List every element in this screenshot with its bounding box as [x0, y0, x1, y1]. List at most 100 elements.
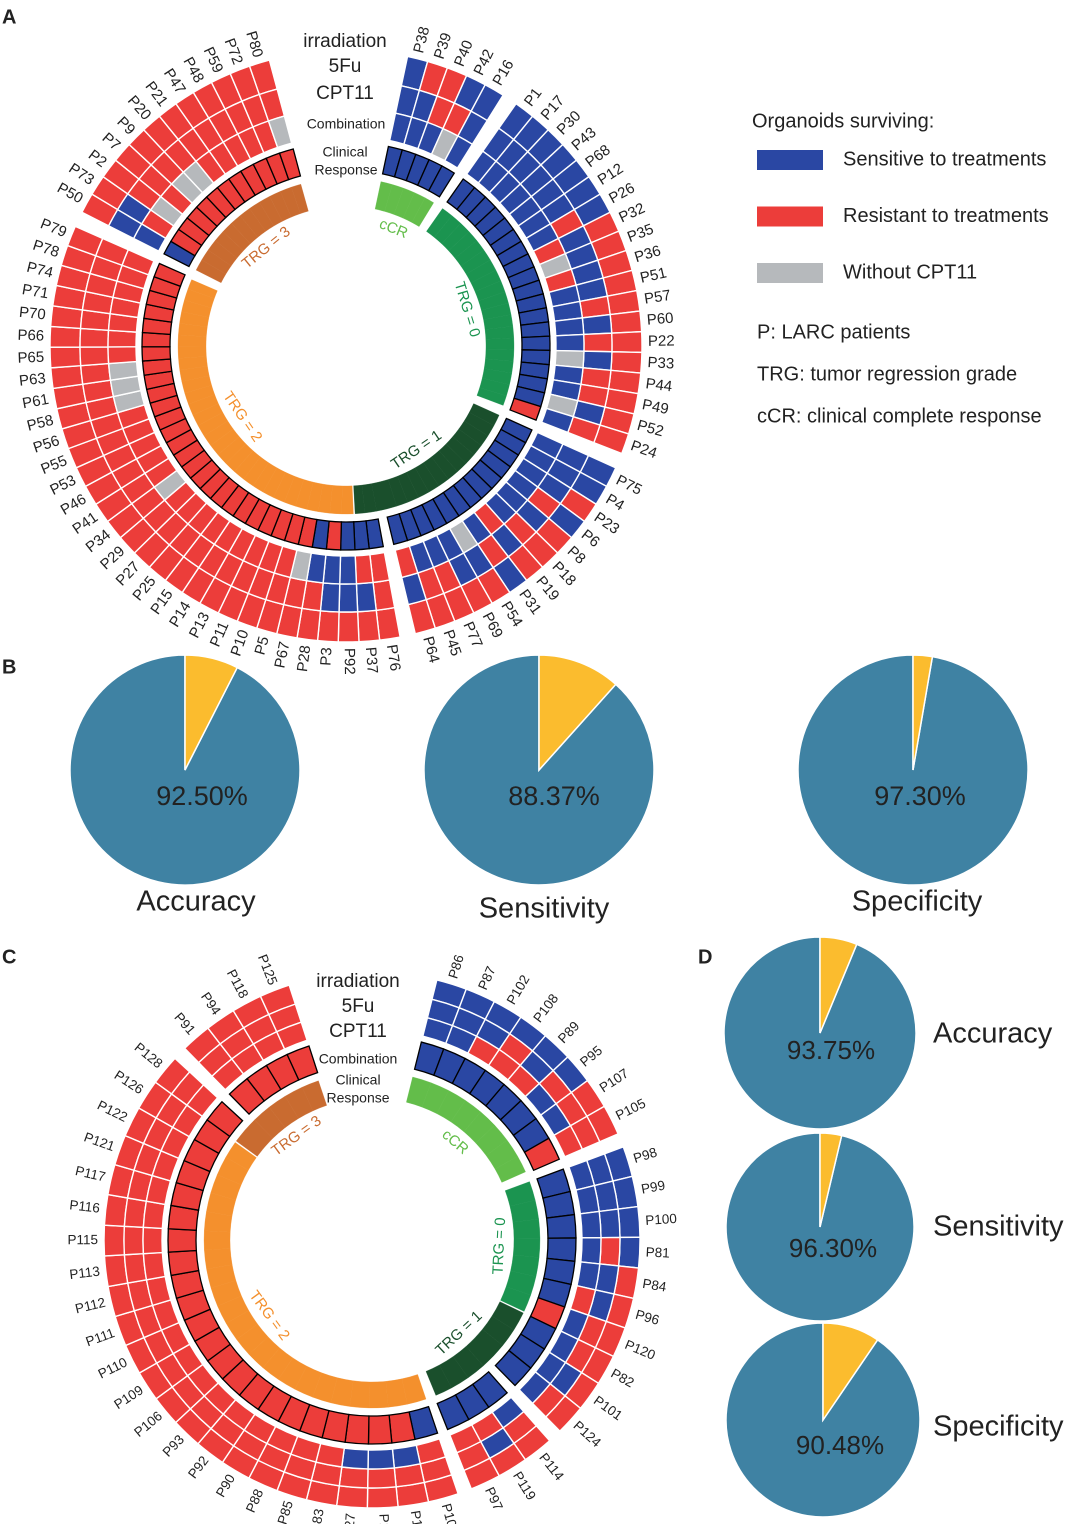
response-arc: [353, 484, 366, 514]
heatmap-cell: [107, 360, 139, 381]
patient-label: P28: [294, 644, 314, 673]
patient-label: P94: [198, 989, 224, 1018]
patient-label: P112: [74, 1295, 107, 1317]
heatmap-cell: [339, 555, 358, 585]
patient-label: P113: [69, 1264, 101, 1282]
patient-label: P5: [251, 635, 272, 657]
combination-cell: [367, 1414, 393, 1445]
patient-label: P102: [504, 972, 533, 1007]
patient-label: P22: [648, 333, 675, 350]
patient-label: P81: [645, 1245, 670, 1261]
response-arc: [341, 485, 354, 515]
response-arc: [203, 1230, 231, 1251]
pie-name: Specificity: [933, 1411, 1064, 1443]
patient-label: P92: [341, 648, 358, 675]
patient-label: P33: [647, 354, 675, 372]
response-arc: [187, 279, 218, 299]
panel-label: A: [2, 6, 16, 28]
patient-label: P92: [185, 1453, 211, 1481]
heatmap-cell: [617, 1236, 641, 1269]
patient-label: P124: [571, 1418, 605, 1451]
pie-value-label: 97.30%: [874, 781, 966, 811]
patient-label: P39: [431, 31, 455, 62]
patient-label: P125: [255, 952, 280, 987]
patient-label: P95: [577, 1043, 605, 1070]
heatmap-cell: [142, 1251, 167, 1281]
heatmap-cell: [576, 1261, 601, 1291]
ring-label: Combination: [319, 1051, 398, 1067]
heatmap-cell: [338, 1466, 369, 1489]
combination-cell: [167, 1249, 200, 1277]
combination-cell: [436, 1394, 470, 1431]
patient-label: P83: [307, 1507, 326, 1524]
response-title: Clinical: [322, 144, 367, 160]
response-label: cCR: [377, 215, 411, 242]
response-arc: [301, 1080, 327, 1112]
patient-label: P24: [628, 437, 659, 462]
heatmap-cell: [518, 1370, 552, 1405]
combination-cell: [153, 262, 186, 288]
patient-label: P60: [646, 310, 674, 329]
heatmap-cell: [366, 1467, 397, 1489]
heatmap-cell: [335, 1485, 369, 1509]
pie-slice-rest: [184, 654, 239, 771]
heatmap-cell: [79, 362, 112, 385]
combination-cell: [546, 1237, 577, 1263]
heatmap-cell: [79, 346, 110, 367]
patient-label: P11: [207, 619, 233, 649]
legend-swatch: [757, 206, 823, 227]
patient-label: P66: [17, 327, 44, 345]
heatmap-cell: [337, 611, 360, 643]
patient-label: P107: [597, 1066, 632, 1096]
heatmap-cell: [610, 351, 643, 374]
heatmap-cell: [394, 545, 419, 579]
patient-label: P2: [85, 147, 110, 172]
patient-label: P7: [99, 129, 124, 154]
patient-label: P111: [84, 1325, 117, 1349]
heatmap-cell: [575, 1184, 600, 1215]
patient-label: P80: [242, 29, 266, 60]
patient-label: P76: [383, 643, 404, 672]
heatmap-cell: [609, 310, 643, 334]
patient-label: P89: [555, 1018, 582, 1046]
patient-label: P44: [645, 375, 674, 395]
patient-label: P110: [96, 1355, 130, 1382]
patient-label: P4: [603, 491, 627, 515]
patient-label: P90: [213, 1471, 238, 1499]
ring-label: CPT11: [329, 1021, 387, 1042]
response-arc: [225, 1142, 257, 1171]
heatmap-cell: [121, 248, 155, 276]
heatmap-cell: [356, 609, 381, 643]
heatmap-cell: [49, 346, 82, 369]
patient-label: P71: [21, 281, 50, 302]
pie-slice: [69, 654, 301, 886]
heatmap-cell: [582, 332, 613, 353]
patient-label: P116: [69, 1197, 101, 1215]
heatmap-cell: [275, 1021, 308, 1050]
patient-label: P99: [640, 1178, 666, 1197]
response-title: Clinical: [335, 1072, 380, 1088]
patient-label: P115: [67, 1232, 98, 1247]
heatmap-cell: [103, 1224, 126, 1257]
patient-label: P105: [613, 1096, 648, 1124]
legend-label: Sensitive to treatments: [843, 148, 1046, 170]
combination-cell: [353, 520, 370, 551]
heatmap-cell: [142, 1200, 166, 1230]
patient-label: P121: [82, 1129, 117, 1154]
heatmap-cell: [540, 407, 575, 434]
heatmap-cell: [338, 583, 359, 613]
heatmap-cell: [107, 346, 138, 365]
patient-label: P67: [271, 640, 293, 670]
pie-slice-rest: [912, 654, 934, 771]
combination-cell: [494, 1349, 532, 1387]
heatmap-cell: [340, 1447, 370, 1470]
panel-label: B: [2, 656, 16, 678]
legend-swatch: [757, 150, 823, 170]
patient-label: P123: [376, 1513, 392, 1524]
pie-value-label: 88.37%: [508, 781, 600, 811]
heatmap-cell: [443, 135, 474, 169]
panel-label: D: [698, 946, 712, 968]
pie-name: Sensitivity: [933, 1211, 1064, 1243]
